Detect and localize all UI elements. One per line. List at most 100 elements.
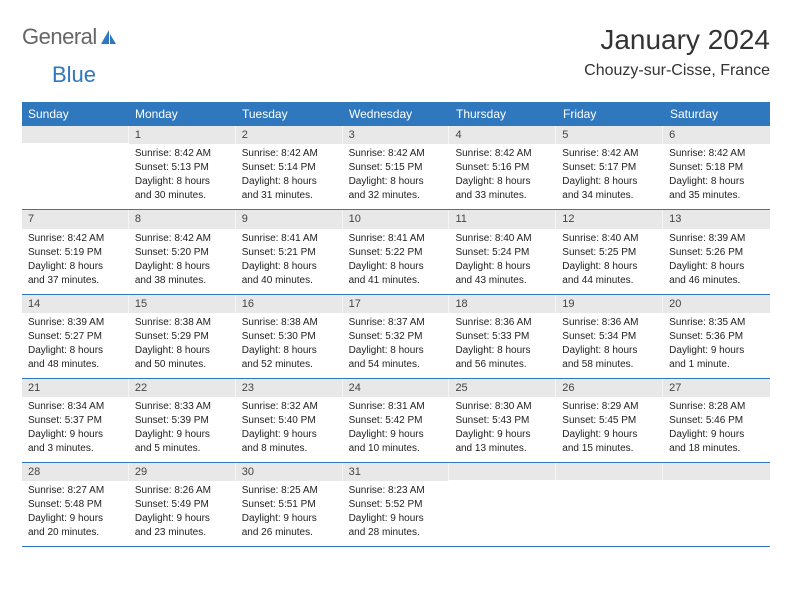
daylight-text: and 20 minutes. bbox=[28, 526, 123, 539]
sunset-text: Sunset: 5:48 PM bbox=[28, 498, 123, 511]
calendar-weeks: 1Sunrise: 8:42 AMSunset: 5:13 PMDaylight… bbox=[22, 126, 770, 547]
day-details: Sunrise: 8:36 AMSunset: 5:34 PMDaylight:… bbox=[556, 313, 663, 378]
calendar-day-cell: 24Sunrise: 8:31 AMSunset: 5:42 PMDayligh… bbox=[343, 379, 450, 462]
daylight-text: and 43 minutes. bbox=[455, 274, 550, 287]
calendar-week-row: 14Sunrise: 8:39 AMSunset: 5:27 PMDayligh… bbox=[22, 295, 770, 379]
sunset-text: Sunset: 5:40 PM bbox=[242, 414, 337, 427]
day-details: Sunrise: 8:27 AMSunset: 5:48 PMDaylight:… bbox=[22, 481, 129, 546]
calendar-day-cell: 4Sunrise: 8:42 AMSunset: 5:16 PMDaylight… bbox=[449, 126, 556, 209]
sunrise-text: Sunrise: 8:42 AM bbox=[349, 147, 444, 160]
day-details: Sunrise: 8:31 AMSunset: 5:42 PMDaylight:… bbox=[343, 397, 450, 462]
daylight-text: Daylight: 9 hours bbox=[669, 344, 764, 357]
sunset-text: Sunset: 5:14 PM bbox=[242, 161, 337, 174]
day-details: Sunrise: 8:26 AMSunset: 5:49 PMDaylight:… bbox=[129, 481, 236, 546]
daylight-text: Daylight: 8 hours bbox=[562, 175, 657, 188]
day-details: Sunrise: 8:39 AMSunset: 5:27 PMDaylight:… bbox=[22, 313, 129, 378]
daylight-text: and 26 minutes. bbox=[242, 526, 337, 539]
sunset-text: Sunset: 5:22 PM bbox=[349, 246, 444, 259]
sunset-text: Sunset: 5:39 PM bbox=[135, 414, 230, 427]
day-number: 3 bbox=[343, 126, 450, 144]
sunrise-text: Sunrise: 8:41 AM bbox=[349, 232, 444, 245]
day-number: 30 bbox=[236, 463, 343, 481]
daylight-text: Daylight: 8 hours bbox=[562, 260, 657, 273]
day-details: Sunrise: 8:42 AMSunset: 5:20 PMDaylight:… bbox=[129, 229, 236, 294]
day-number: 19 bbox=[556, 295, 663, 313]
day-details: Sunrise: 8:37 AMSunset: 5:32 PMDaylight:… bbox=[343, 313, 450, 378]
daylight-text: and 5 minutes. bbox=[135, 442, 230, 455]
daylight-text: and 50 minutes. bbox=[135, 358, 230, 371]
weekday-header: Thursday bbox=[450, 102, 557, 126]
calendar-day-cell: 23Sunrise: 8:32 AMSunset: 5:40 PMDayligh… bbox=[236, 379, 343, 462]
day-number: 9 bbox=[236, 210, 343, 228]
day-details: Sunrise: 8:40 AMSunset: 5:25 PMDaylight:… bbox=[556, 229, 663, 294]
day-number: 6 bbox=[663, 126, 770, 144]
day-number: 2 bbox=[236, 126, 343, 144]
day-number: 31 bbox=[343, 463, 450, 481]
sunrise-text: Sunrise: 8:42 AM bbox=[135, 232, 230, 245]
sunset-text: Sunset: 5:42 PM bbox=[349, 414, 444, 427]
brand-logo: General bbox=[22, 24, 121, 50]
daylight-text: Daylight: 9 hours bbox=[135, 512, 230, 525]
day-details: Sunrise: 8:41 AMSunset: 5:21 PMDaylight:… bbox=[236, 229, 343, 294]
calendar-day-cell bbox=[22, 126, 129, 209]
day-details: Sunrise: 8:33 AMSunset: 5:39 PMDaylight:… bbox=[129, 397, 236, 462]
daylight-text: and 46 minutes. bbox=[669, 274, 764, 287]
calendar-day-cell: 15Sunrise: 8:38 AMSunset: 5:29 PMDayligh… bbox=[129, 295, 236, 378]
day-number: 15 bbox=[129, 295, 236, 313]
daylight-text: and 38 minutes. bbox=[135, 274, 230, 287]
day-number: 16 bbox=[236, 295, 343, 313]
daylight-text: Daylight: 9 hours bbox=[669, 428, 764, 441]
sunrise-text: Sunrise: 8:31 AM bbox=[349, 400, 444, 413]
calendar-day-cell: 9Sunrise: 8:41 AMSunset: 5:21 PMDaylight… bbox=[236, 210, 343, 293]
daylight-text: and 15 minutes. bbox=[562, 442, 657, 455]
day-number bbox=[22, 126, 129, 143]
sunset-text: Sunset: 5:25 PM bbox=[562, 246, 657, 259]
daylight-text: and 48 minutes. bbox=[28, 358, 123, 371]
daylight-text: Daylight: 9 hours bbox=[349, 512, 444, 525]
sunrise-text: Sunrise: 8:35 AM bbox=[669, 316, 764, 329]
sunset-text: Sunset: 5:37 PM bbox=[28, 414, 123, 427]
sunset-text: Sunset: 5:27 PM bbox=[28, 330, 123, 343]
daylight-text: and 44 minutes. bbox=[562, 274, 657, 287]
calendar-day-cell: 1Sunrise: 8:42 AMSunset: 5:13 PMDaylight… bbox=[129, 126, 236, 209]
sunrise-text: Sunrise: 8:25 AM bbox=[242, 484, 337, 497]
day-details: Sunrise: 8:42 AMSunset: 5:14 PMDaylight:… bbox=[236, 144, 343, 209]
weekday-header: Wednesday bbox=[343, 102, 450, 126]
sunset-text: Sunset: 5:17 PM bbox=[562, 161, 657, 174]
daylight-text: and 10 minutes. bbox=[349, 442, 444, 455]
day-details: Sunrise: 8:32 AMSunset: 5:40 PMDaylight:… bbox=[236, 397, 343, 462]
calendar-day-cell: 10Sunrise: 8:41 AMSunset: 5:22 PMDayligh… bbox=[343, 210, 450, 293]
sunrise-text: Sunrise: 8:39 AM bbox=[28, 316, 123, 329]
day-number: 24 bbox=[343, 379, 450, 397]
day-number: 12 bbox=[556, 210, 663, 228]
day-details: Sunrise: 8:42 AMSunset: 5:16 PMDaylight:… bbox=[449, 144, 556, 209]
calendar-day-cell: 14Sunrise: 8:39 AMSunset: 5:27 PMDayligh… bbox=[22, 295, 129, 378]
day-number: 18 bbox=[449, 295, 556, 313]
calendar-day-cell bbox=[556, 463, 663, 546]
daylight-text: Daylight: 8 hours bbox=[455, 175, 550, 188]
daylight-text: Daylight: 8 hours bbox=[562, 344, 657, 357]
daylight-text: Daylight: 8 hours bbox=[135, 344, 230, 357]
day-number: 20 bbox=[663, 295, 770, 313]
daylight-text: and 37 minutes. bbox=[28, 274, 123, 287]
sunrise-text: Sunrise: 8:36 AM bbox=[455, 316, 550, 329]
calendar-day-cell: 8Sunrise: 8:42 AMSunset: 5:20 PMDaylight… bbox=[129, 210, 236, 293]
weekday-header: Monday bbox=[129, 102, 236, 126]
sunset-text: Sunset: 5:21 PM bbox=[242, 246, 337, 259]
sunrise-text: Sunrise: 8:39 AM bbox=[669, 232, 764, 245]
day-number: 23 bbox=[236, 379, 343, 397]
day-number: 27 bbox=[663, 379, 770, 397]
daylight-text: and 52 minutes. bbox=[242, 358, 337, 371]
daylight-text: Daylight: 8 hours bbox=[28, 260, 123, 273]
daylight-text: Daylight: 8 hours bbox=[455, 344, 550, 357]
calendar-location: Chouzy-sur-Cisse, France bbox=[584, 62, 770, 80]
sunrise-text: Sunrise: 8:30 AM bbox=[455, 400, 550, 413]
sunset-text: Sunset: 5:26 PM bbox=[669, 246, 764, 259]
sunset-text: Sunset: 5:16 PM bbox=[455, 161, 550, 174]
day-number: 17 bbox=[343, 295, 450, 313]
day-number bbox=[449, 463, 556, 480]
sunrise-text: Sunrise: 8:41 AM bbox=[242, 232, 337, 245]
calendar-day-cell: 18Sunrise: 8:36 AMSunset: 5:33 PMDayligh… bbox=[449, 295, 556, 378]
daylight-text: and 18 minutes. bbox=[669, 442, 764, 455]
calendar-day-cell: 20Sunrise: 8:35 AMSunset: 5:36 PMDayligh… bbox=[663, 295, 770, 378]
